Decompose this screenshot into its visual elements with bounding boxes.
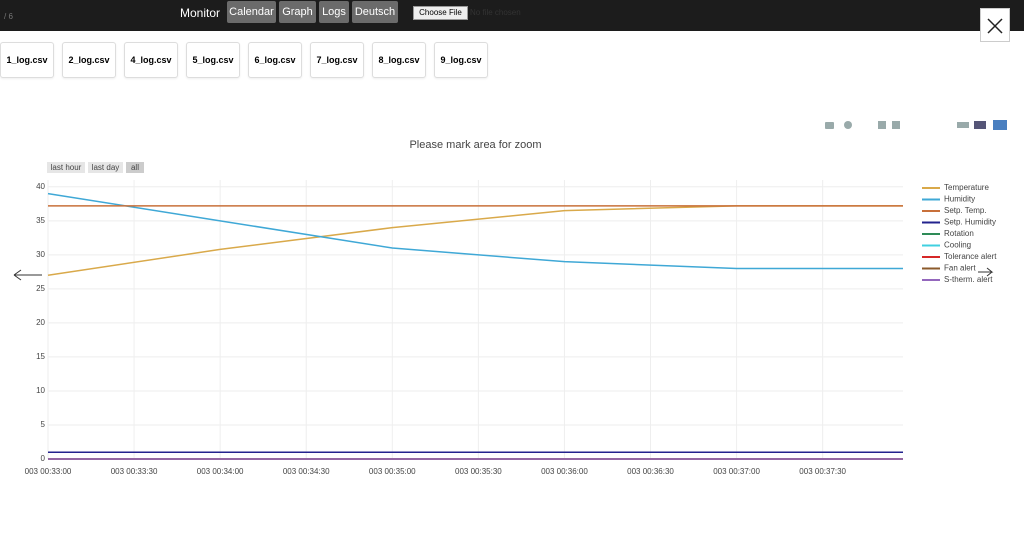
x-tick-label: 003 00:37:00 (713, 467, 760, 476)
file-button[interactable]: 8_log.csv (372, 42, 426, 78)
app-title: Monitor (180, 6, 221, 20)
legend-label: Setp. Humidity (944, 218, 996, 227)
x-tick-label: 003 00:34:30 (283, 467, 330, 476)
file-button[interactable]: 6_log.csv (248, 42, 302, 78)
file-button[interactable]: 9_log.csv (434, 42, 488, 78)
y-tick-label: 10 (36, 386, 45, 395)
x-tick-label: 003 00:33:00 (25, 467, 72, 476)
series-line (47, 205, 903, 277)
tool-icon[interactable] (974, 121, 986, 129)
file-button[interactable]: 1_log.csv (0, 42, 54, 78)
x-tick-label: 003 00:37:30 (799, 467, 846, 476)
toolbar (825, 120, 1007, 130)
chart: Please mark area for zoom 0 5 10 15 20 25 30 35 4… (13, 120, 1007, 476)
nav-button[interactable]: Calendar (227, 1, 276, 23)
nav-button[interactable]: Deutsch (352, 1, 398, 23)
y-tick-label: 0 (41, 454, 46, 463)
next-arrow[interactable] (978, 267, 994, 277)
y-tick-label: 30 (36, 250, 45, 259)
range-button[interactable]: all (126, 162, 144, 173)
file-status: No file chosen (470, 8, 521, 17)
series-line (47, 192, 903, 270)
file-button[interactable]: 7_log.csv (310, 42, 364, 78)
y-tick-label: 20 (36, 318, 45, 327)
close-icon (987, 18, 1003, 34)
nav-button[interactable]: Graph (279, 1, 316, 23)
close-button[interactable] (980, 8, 1010, 42)
legend-label: Fan alert (944, 264, 976, 273)
y-tick-label: 35 (36, 216, 45, 225)
legend-label: Humidity (944, 195, 975, 204)
range-button[interactable]: last day (88, 162, 123, 173)
chart-title: Please mark area for zoom (409, 139, 541, 151)
nav-button[interactable]: Logs (319, 1, 349, 23)
tool-icon[interactable] (844, 121, 852, 129)
tool-icon[interactable] (993, 120, 1007, 130)
y-tick-label: 15 (36, 352, 45, 361)
legend-label: Rotation (944, 229, 974, 238)
file-button[interactable]: 4_log.csv (124, 42, 178, 78)
legend-label: Setp. Temp. (944, 206, 987, 215)
x-tick-label: 003 00:35:00 (369, 467, 416, 476)
y-tick-label: 40 (36, 182, 45, 191)
file-button[interactable]: 5_log.csv (186, 42, 240, 78)
choose-file[interactable]: Choose File (413, 6, 468, 20)
x-tick-label: 003 00:36:30 (627, 467, 674, 476)
legend-label: Tolerance alert (944, 252, 997, 261)
tool-icon[interactable] (825, 122, 834, 129)
tool-icon[interactable] (892, 121, 900, 129)
range-button[interactable]: last hour (47, 162, 85, 173)
counter: / 6 (4, 12, 13, 21)
file-button[interactable]: 2_log.csv (62, 42, 116, 78)
tool-icon[interactable] (957, 122, 969, 128)
legend-label: Temperature (944, 183, 989, 192)
legend-label: Cooling (944, 241, 971, 250)
x-tick-label: 003 00:35:30 (455, 467, 502, 476)
x-tick-label: 003 00:34:00 (197, 467, 244, 476)
x-tick-label: 003 00:33:30 (111, 467, 158, 476)
y-tick-label: 5 (41, 420, 46, 429)
y-tick-label: 25 (36, 284, 45, 293)
x-tick-label: 003 00:36:00 (541, 467, 588, 476)
tool-icon[interactable] (878, 121, 886, 129)
top-bar (0, 0, 1024, 31)
legend-label: S-therm. alert (944, 275, 993, 284)
prev-arrow[interactable] (13, 269, 42, 281)
